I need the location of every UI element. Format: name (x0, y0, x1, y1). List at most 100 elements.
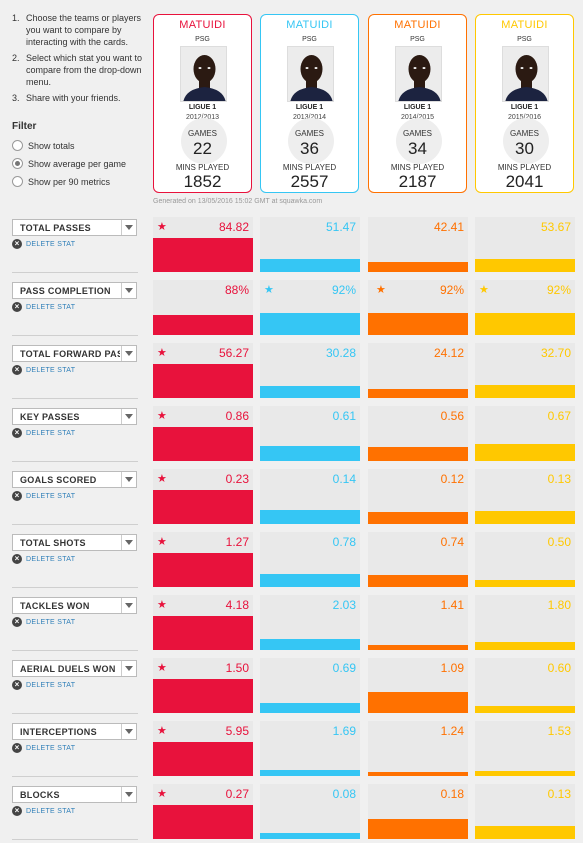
league-name: LIGUE 1 (188, 104, 217, 111)
chevron-down-icon[interactable] (121, 409, 136, 424)
stat-cell: 1.80 (475, 595, 575, 650)
generated-note: Generated on 13/05/2016 15:02 GMT at squ… (153, 198, 323, 205)
stat-value: 4.18 (225, 598, 249, 612)
stat-cell: 53.67 (475, 217, 575, 272)
close-circle-icon[interactable]: × (12, 302, 22, 312)
delete-stat-label[interactable]: DELETE STAT (26, 303, 76, 311)
stat-dropdown[interactable]: KEY PASSES (12, 408, 137, 425)
stat-dropdown[interactable]: TACKLES WON (12, 597, 137, 614)
chevron-down-icon[interactable] (121, 283, 136, 298)
chevron-down-icon[interactable] (121, 661, 136, 676)
team-name: PSG (302, 36, 317, 43)
radio-button[interactable] (12, 158, 23, 169)
close-circle-icon[interactable]: × (12, 428, 22, 438)
stat-dropdown[interactable]: INTERCEPTIONS (12, 723, 137, 740)
delete-stat-button[interactable]: × DELETE STAT (12, 428, 75, 438)
stat-bar (475, 826, 575, 839)
delete-stat-button[interactable]: × DELETE STAT (12, 680, 75, 690)
stat-cell: 0.23 ★ (153, 469, 253, 524)
mins-played-label: MINS PLAYED (497, 163, 552, 172)
delete-stat-label[interactable]: DELETE STAT (26, 744, 76, 752)
stat-dropdown[interactable]: TOTAL SHOTS (12, 534, 137, 551)
divider (12, 335, 138, 336)
close-circle-icon[interactable]: × (12, 554, 22, 564)
chevron-down-icon[interactable] (121, 535, 136, 550)
radio-button[interactable] (12, 140, 23, 151)
delete-stat-button[interactable]: × DELETE STAT (12, 365, 75, 375)
stat-control: TOTAL FORWARD PASSES × DELETE STAT (12, 345, 144, 408)
stat-dropdown-label: GOALS SCORED (20, 475, 97, 485)
player-name: MATUIDI (286, 19, 333, 31)
delete-stat-button[interactable]: × DELETE STAT (12, 239, 75, 249)
delete-stat-label[interactable]: DELETE STAT (26, 618, 76, 626)
radio-button[interactable] (12, 176, 23, 187)
close-circle-icon[interactable]: × (12, 680, 22, 690)
stat-cell: 0.60 (475, 658, 575, 713)
chevron-down-icon[interactable] (121, 472, 136, 487)
stat-cell: 24.12 (368, 343, 468, 398)
chevron-down-icon[interactable] (121, 787, 136, 802)
stat-value: 5.95 (225, 724, 249, 738)
delete-stat-label[interactable]: DELETE STAT (26, 366, 76, 374)
delete-stat-button[interactable]: × DELETE STAT (12, 302, 75, 312)
delete-stat-label[interactable]: DELETE STAT (26, 681, 76, 689)
close-circle-icon[interactable]: × (12, 806, 22, 816)
stat-dropdown[interactable]: TOTAL PASSES (12, 219, 137, 236)
delete-stat-button[interactable]: × DELETE STAT (12, 491, 75, 501)
stat-value: 84.82 (218, 220, 249, 234)
delete-stat-button[interactable]: × DELETE STAT (12, 617, 75, 627)
chevron-down-icon[interactable] (121, 598, 136, 613)
delete-stat-label[interactable]: DELETE STAT (26, 429, 76, 437)
filter-option[interactable]: Show totals (12, 140, 75, 151)
close-circle-icon[interactable]: × (12, 617, 22, 627)
player-name: MATUIDI (179, 19, 226, 31)
instruction-item: 2. Select which stat you want to compare … (12, 53, 143, 87)
filter-option[interactable]: Show average per game (12, 158, 126, 169)
close-circle-icon[interactable]: × (12, 743, 22, 753)
games-value: 22 (193, 139, 212, 158)
stat-cell: 1.53 (475, 721, 575, 776)
mins-played-label: MINS PLAYED (390, 163, 445, 172)
chevron-down-icon[interactable] (121, 220, 136, 235)
season: 2014/2015 (369, 114, 466, 121)
delete-stat-label[interactable]: DELETE STAT (26, 555, 76, 563)
close-circle-icon[interactable]: × (12, 365, 22, 375)
delete-stat-label[interactable]: DELETE STAT (26, 240, 76, 248)
close-circle-icon[interactable]: × (12, 491, 22, 501)
stat-control: TOTAL PASSES × DELETE STAT (12, 219, 144, 282)
delete-stat-label[interactable]: DELETE STAT (26, 807, 76, 815)
stat-bar (475, 385, 575, 398)
chevron-down-icon[interactable] (121, 346, 136, 361)
stat-cell: 0.67 (475, 406, 575, 461)
stat-dropdown[interactable]: GOALS SCORED (12, 471, 137, 488)
stat-control: GOALS SCORED × DELETE STAT (12, 471, 144, 534)
delete-stat-button[interactable]: × DELETE STAT (12, 806, 75, 816)
stat-dropdown-label: BLOCKS (20, 790, 60, 800)
delete-stat-label[interactable]: DELETE STAT (26, 492, 76, 500)
stat-dropdown[interactable]: BLOCKS (12, 786, 137, 803)
close-circle-icon[interactable]: × (12, 239, 22, 249)
star-icon: ★ (157, 788, 167, 800)
stat-bar (475, 706, 575, 713)
filter-option[interactable]: Show per 90 metrics (12, 176, 110, 187)
filter-option-label: Show average per game (28, 158, 127, 169)
stat-control: BLOCKS × DELETE STAT (12, 786, 144, 843)
stat-control: TOTAL SHOTS × DELETE STAT (12, 534, 144, 597)
stat-cell: 0.86 ★ (153, 406, 253, 461)
stat-bar (260, 574, 360, 587)
stat-dropdown[interactable]: TOTAL FORWARD PASSES (12, 345, 137, 362)
games-circle (288, 118, 334, 164)
delete-stat-button[interactable]: × DELETE STAT (12, 743, 75, 753)
stat-value: 0.27 (225, 787, 249, 801)
stat-value: 2.03 (332, 598, 356, 612)
delete-stat-button[interactable]: × DELETE STAT (12, 554, 75, 564)
chevron-down-icon[interactable] (121, 724, 136, 739)
stat-value: 0.12 (440, 472, 464, 486)
stat-dropdown[interactable]: AERIAL DUELS WON (12, 660, 137, 677)
stat-dropdown[interactable]: PASS COMPLETION (12, 282, 137, 299)
games-value: 36 (300, 139, 319, 158)
